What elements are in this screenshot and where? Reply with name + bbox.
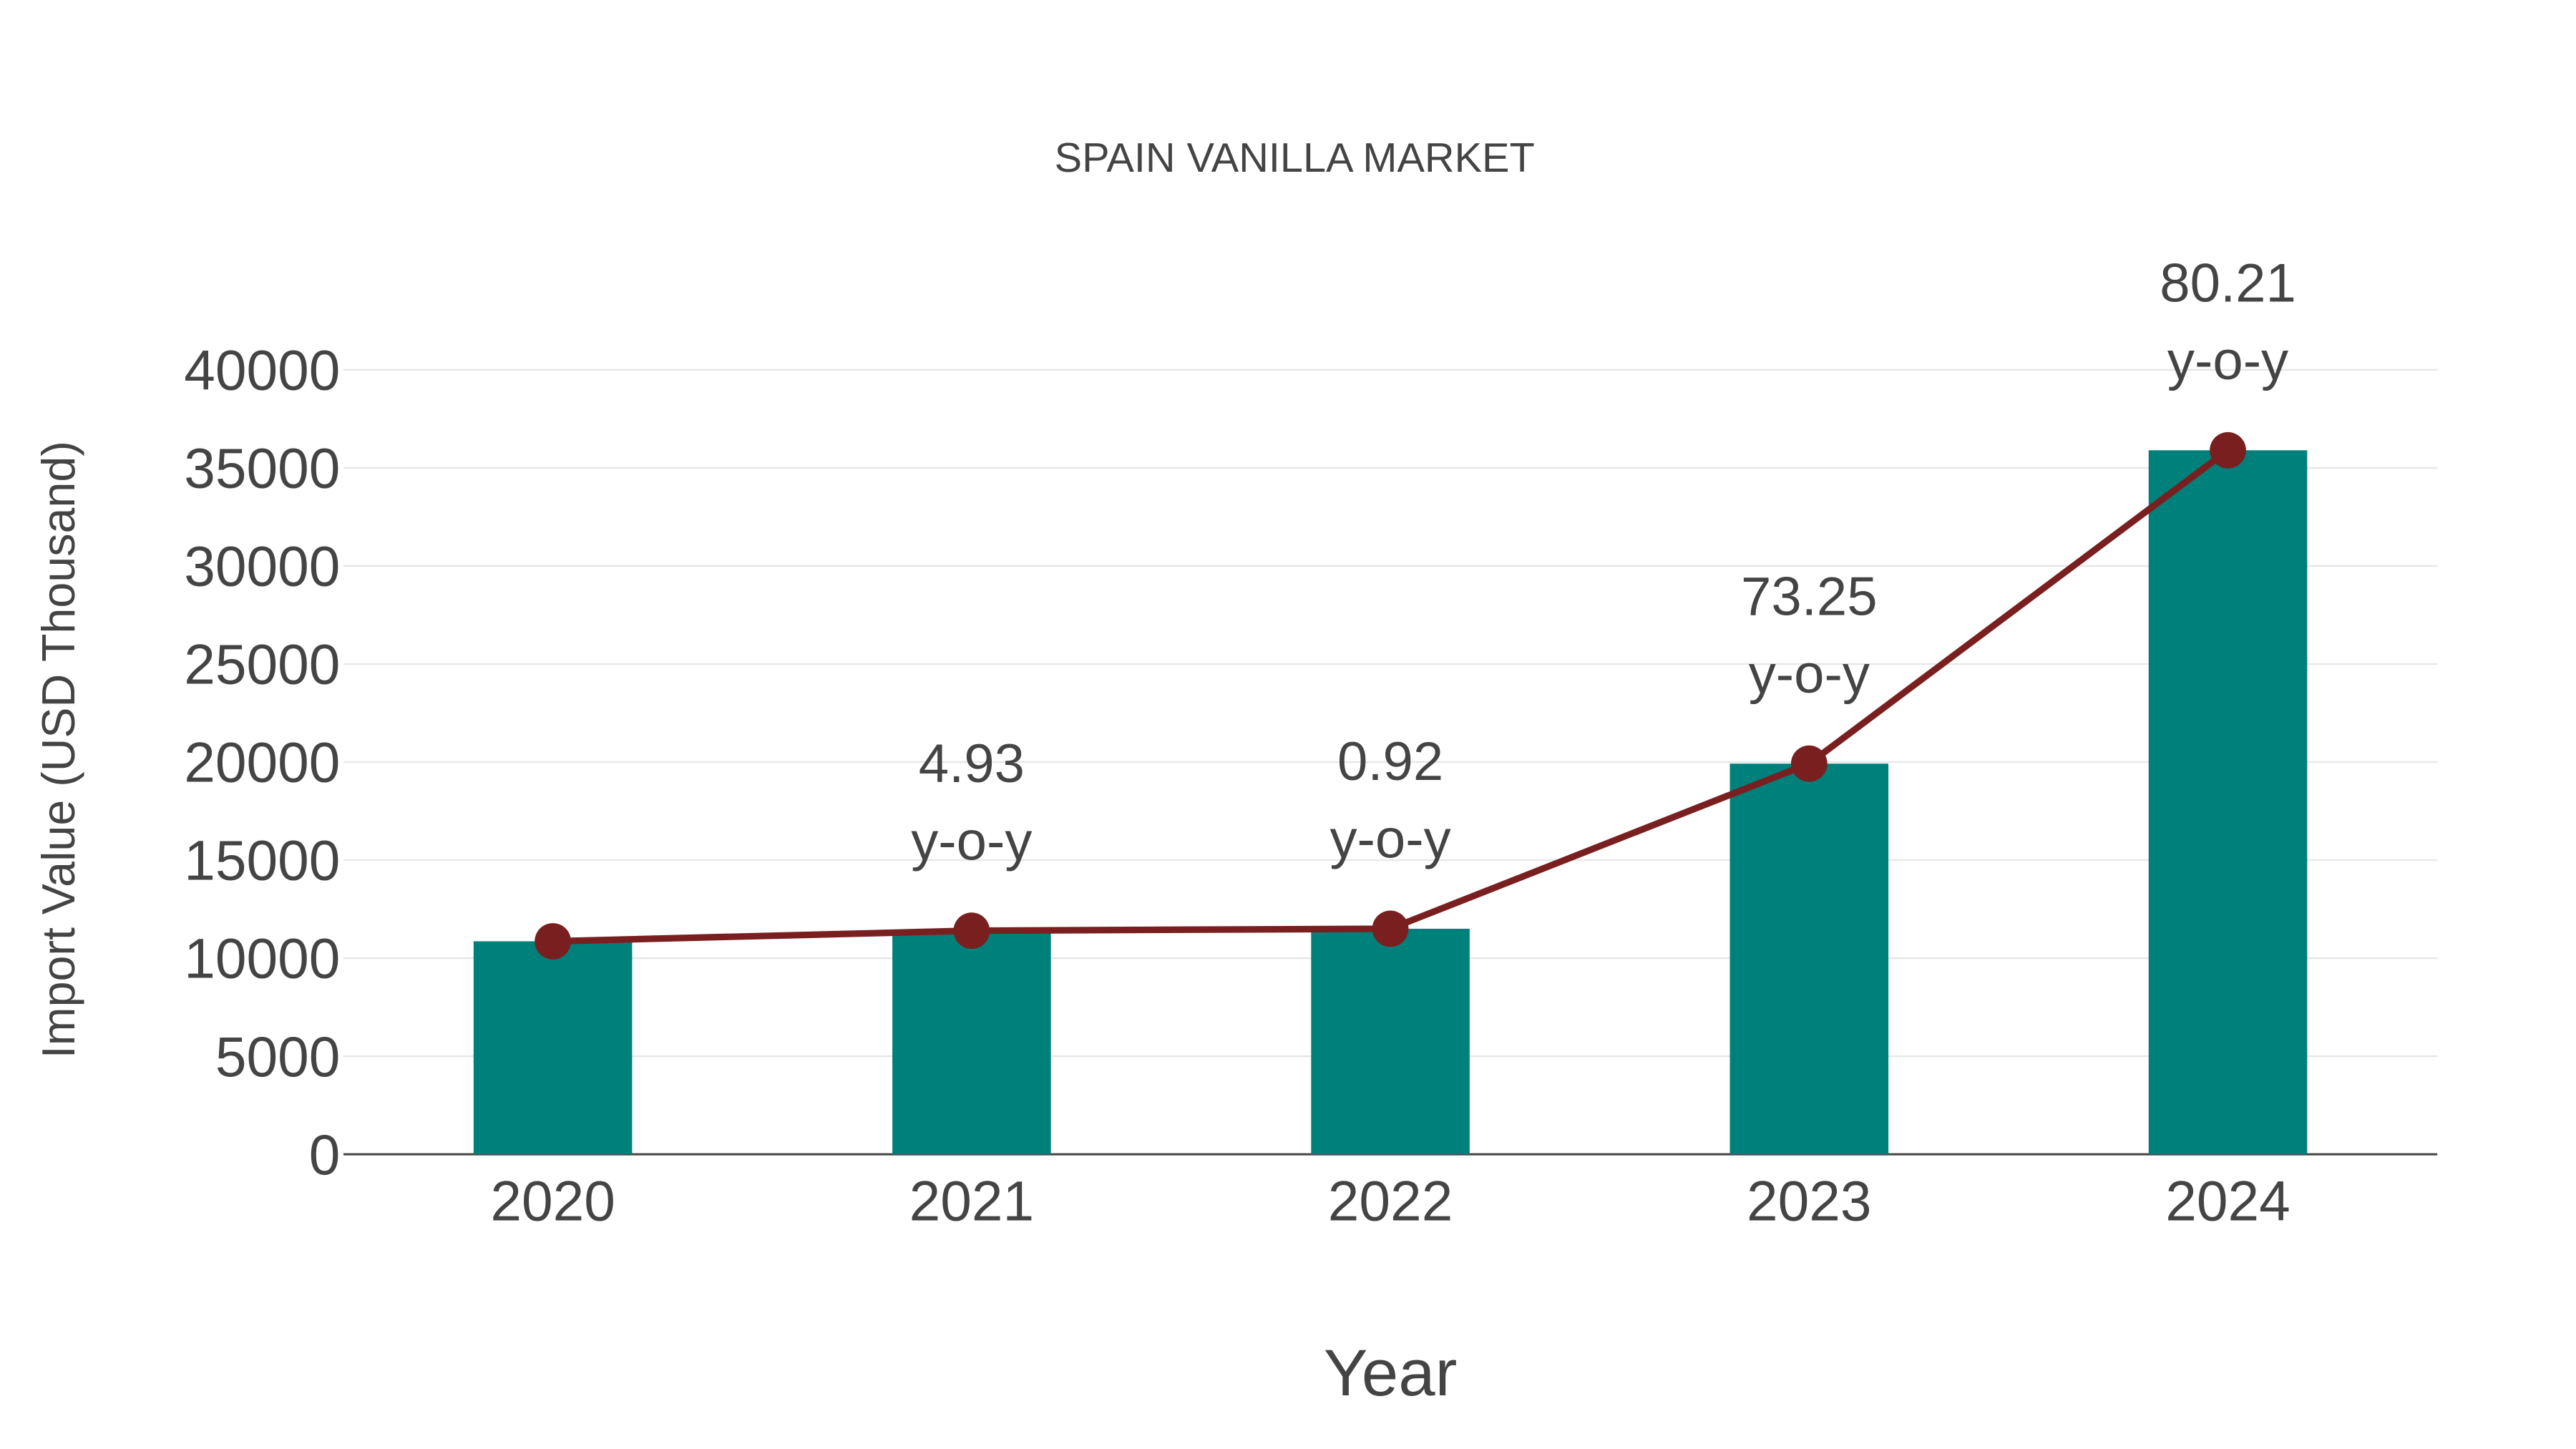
labels: 0 5000 10000 15000 20000 25000 30000 35000 40000… — [184, 253, 2296, 1233]
y-tick-label: 20000 — [184, 731, 340, 794]
y-tick-label: 25000 — [184, 633, 340, 696]
x-tick-label: 2023 — [1747, 1169, 1872, 1232]
yoy-suffix-label: y-o-y — [1749, 644, 1870, 705]
yoy-suffix-label: y-o-y — [2167, 331, 2288, 391]
y-tick-label: 10000 — [184, 927, 340, 990]
x-axis-title: Year — [1324, 1335, 1458, 1410]
x-tick-label: 2021 — [909, 1169, 1035, 1232]
trend-point-2020 — [535, 923, 571, 960]
y-tick-label: 40000 — [184, 339, 340, 402]
trend-line-group — [535, 431, 2246, 960]
yoy-value-label: 4.93 — [919, 733, 1025, 794]
y-tick-label: 30000 — [184, 535, 340, 598]
bar-2020 — [473, 941, 633, 1155]
y-tick-label: 5000 — [215, 1025, 341, 1088]
y-tick-label: 0 — [309, 1123, 341, 1186]
y-tick-label: 35000 — [184, 437, 340, 500]
bar-2022 — [1311, 928, 1470, 1155]
yoy-value-label: 80.21 — [2160, 253, 2296, 314]
bar-2024 — [2148, 450, 2308, 1155]
y-tick-label: 15000 — [184, 829, 340, 892]
trend-point-2024 — [2210, 431, 2246, 469]
x-tick-label: 2024 — [2165, 1169, 2290, 1232]
yoy-suffix-label: y-o-y — [1330, 809, 1450, 870]
bar-2023 — [1729, 763, 1889, 1155]
trend-point-2021 — [953, 912, 990, 950]
yoy-value-label: 73.25 — [1741, 567, 1878, 628]
yoy-value-label: 0.92 — [1337, 731, 1443, 792]
trend-point-2022 — [1372, 910, 1409, 947]
x-tick-label: 2020 — [490, 1169, 615, 1232]
y-axis-title: Import Value (USD Thousand) — [33, 441, 84, 1058]
yoy-suffix-label: y-o-y — [911, 811, 1032, 872]
bar-2021 — [892, 930, 1051, 1155]
bars — [473, 450, 2308, 1155]
trend-point-2023 — [1790, 745, 1828, 782]
x-tick-label: 2022 — [1328, 1169, 1453, 1232]
chart-title: SPAIN VANILLA MARKET — [1055, 135, 1535, 181]
